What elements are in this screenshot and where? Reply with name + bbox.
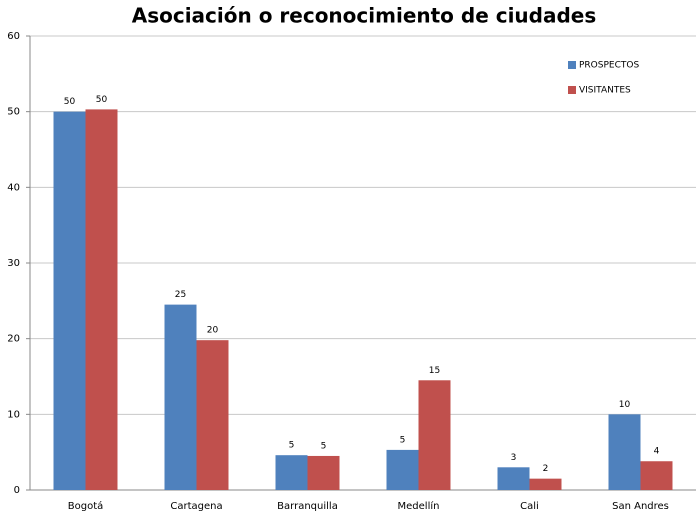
x-tick-label: Cartagena xyxy=(170,501,222,512)
bar xyxy=(196,340,229,490)
bar xyxy=(386,449,419,490)
data-label: 4 xyxy=(654,447,660,457)
data-label: 25 xyxy=(175,290,186,300)
data-label: 5 xyxy=(321,441,327,451)
x-tick-label: Medellín xyxy=(398,500,440,512)
x-tick-label: Bogotá xyxy=(68,500,104,512)
bar xyxy=(497,467,530,490)
legend-label: VISITANTES xyxy=(579,86,631,96)
bar xyxy=(164,304,197,490)
x-tick-label: San Andres xyxy=(612,501,669,512)
data-label: 2 xyxy=(543,464,549,474)
y-tick-label: 10 xyxy=(7,409,20,420)
y-tick-label: 50 xyxy=(7,107,20,118)
legend-swatch xyxy=(568,61,576,69)
data-label: 5 xyxy=(400,435,406,445)
y-tick-label: 20 xyxy=(7,334,20,345)
bar xyxy=(640,461,673,490)
chart-title: Asociación o reconocimiento de ciudades xyxy=(132,4,597,28)
data-label: 3 xyxy=(511,453,517,463)
x-tick-label: Barranquilla xyxy=(277,501,338,512)
data-label: 20 xyxy=(207,326,219,336)
bar xyxy=(418,380,451,490)
y-tick-label: 0 xyxy=(14,485,20,496)
x-tick-label: Cali xyxy=(520,501,539,512)
legend-label: PROSPECTOS xyxy=(579,61,639,71)
bar xyxy=(53,111,86,491)
bar xyxy=(307,455,340,490)
y-tick-label: 60 xyxy=(7,31,20,42)
legend-swatch xyxy=(568,86,576,94)
y-tick-label: 40 xyxy=(7,182,20,193)
bar xyxy=(608,414,641,490)
data-label: 50 xyxy=(64,97,76,107)
data-label: 5 xyxy=(289,441,295,451)
bar xyxy=(275,455,308,490)
data-label: 10 xyxy=(619,400,631,410)
y-tick-label: 30 xyxy=(7,258,20,269)
data-label: 50 xyxy=(96,95,108,105)
bar xyxy=(85,109,118,490)
bar xyxy=(529,478,562,490)
data-label: 15 xyxy=(429,366,440,376)
